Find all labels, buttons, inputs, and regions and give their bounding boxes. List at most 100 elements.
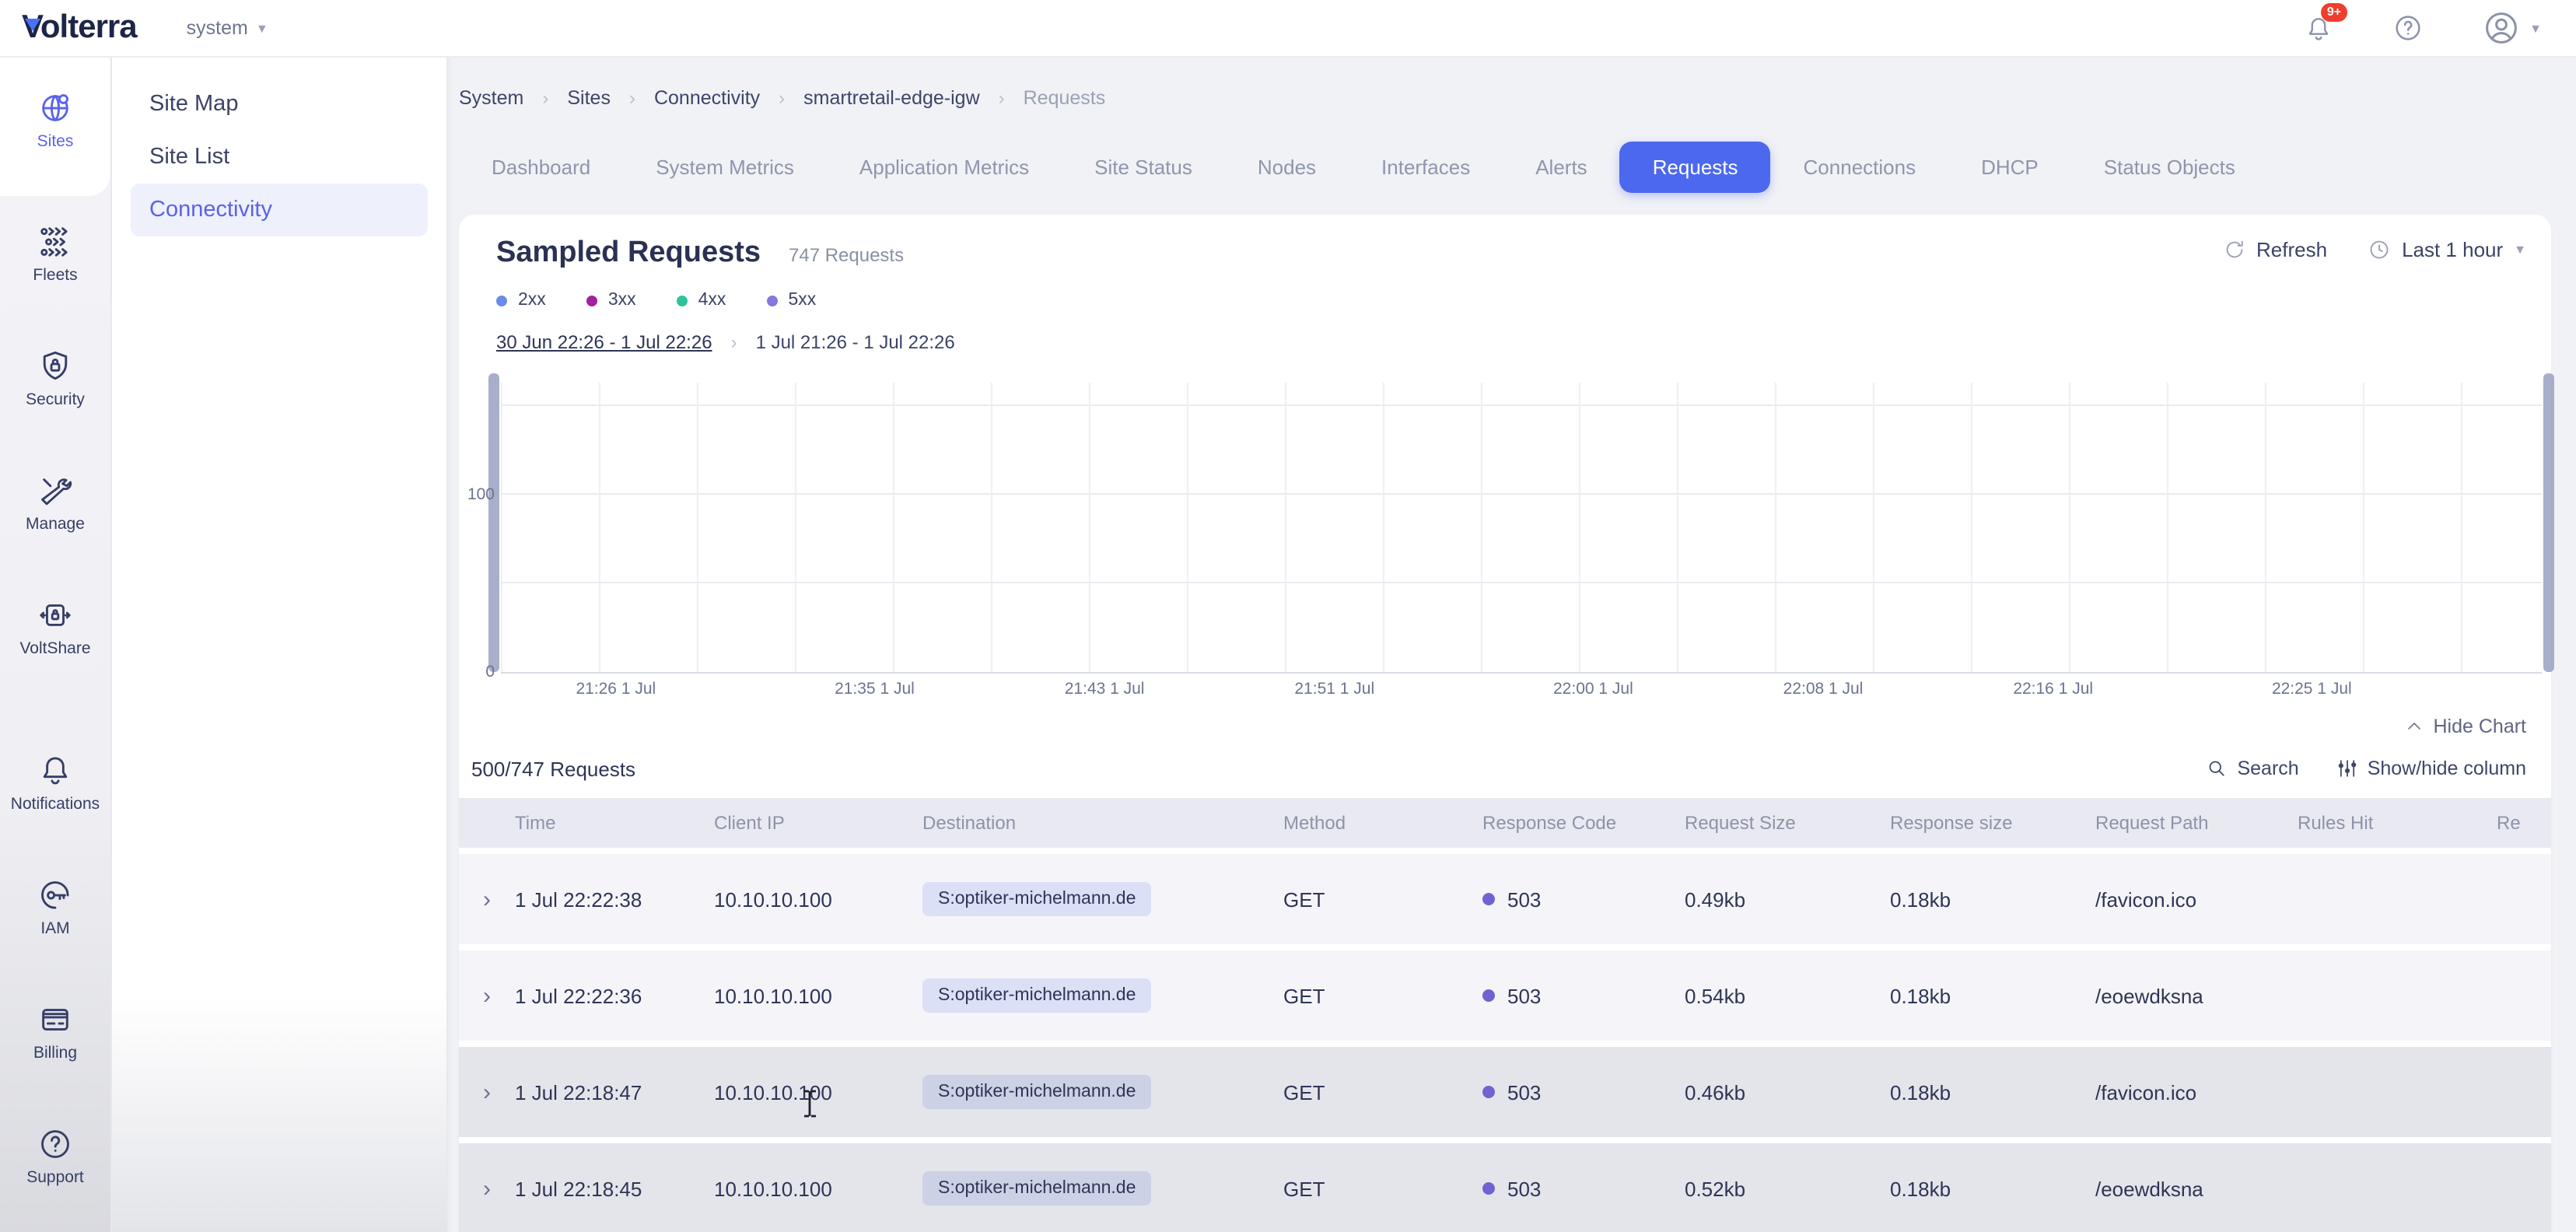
legend-label: 5xx [788,291,817,310]
sidebar-item-support[interactable]: Support [0,1126,110,1187]
sidebar-item-fleets[interactable]: Fleets [0,224,110,285]
sidebar-item-billing[interactable]: Billing [0,1002,110,1062]
column-header-response_code[interactable]: Response Code [1482,812,1617,834]
chart-pan-handle-right[interactable] [2543,373,2554,672]
current-range-label: 1 Jul 21:26 - 1 Jul 22:26 [755,331,955,353]
refresh-button[interactable]: Refresh [2222,238,2327,261]
expand-row-chevron[interactable]: › [483,982,491,1009]
cell-response_code: 503 [1482,1177,1685,1200]
column-header-response_size[interactable]: Response size [1890,812,2013,834]
sidebar-item-site-map[interactable]: Site Map [149,92,239,117]
column-header-method[interactable]: Method [1283,812,1346,834]
column-header-request_path[interactable]: Request Path [2095,812,2209,834]
cell-request_size: 0.52kb [1685,1177,1746,1200]
expand-row-chevron[interactable]: › [483,1175,491,1202]
response-code-value: 503 [1507,1080,1542,1104]
cell-client_ip: 10.10.10.100 [714,1177,832,1200]
sidebar-item-notifications[interactable]: Notifications [0,753,110,814]
chart-pan-handle-left[interactable] [488,373,499,672]
volterra-logo[interactable]: Volterra [22,9,138,45]
tenant-switcher[interactable]: system ▼ [186,17,268,39]
tab-dhcp[interactable]: DHCP [1981,155,2039,178]
show-hide-column-button[interactable]: Show/hide column [2336,758,2526,779]
cell-request_path: /eoewdksna [2095,984,2203,1007]
table-row[interactable]: › 1 Jul 22:18:47 10.10.10.100 S:optiker-mic… [459,1047,2551,1137]
user-menu[interactable]: ▼ [2483,9,2542,47]
tab-system-metrics[interactable]: System Metrics [656,155,794,178]
question-support-icon [41,1130,69,1158]
table-row[interactable]: › 1 Jul 22:22:36 10.10.10.100 S:optiker-mic… [459,950,2551,1041]
column-header-time[interactable]: Time [515,812,556,834]
tab-application-metrics[interactable]: Application Metrics [859,155,1030,178]
chart-legend: 2xx 3xx 4xx 5xx [496,289,2526,311]
column-header-destination[interactable]: Destination [922,812,1017,834]
chart-x-axis: 21:26 1 Jul 21:35 1 Jul 21:43 1 Jul 21:51 1… [501,674,2542,708]
cell-response_size: 0.18kb [1890,1080,1951,1104]
tab-dashboard[interactable]: Dashboard [492,155,591,178]
search-button[interactable]: Search [2206,758,2299,779]
sidebar-item-sites[interactable]: Sites [0,90,110,151]
legend-entry-3xx[interactable]: 3xx [586,291,636,310]
column-header-request_size[interactable]: Request Size [1685,812,1796,834]
legend-entry-5xx[interactable]: 5xx [766,291,816,310]
destination-badge: S:optiker-michelmann.de [922,978,1152,1013]
time-range-selector[interactable]: Last 1 hour ▼ [2368,238,2526,261]
tab-alerts[interactable]: Alerts [1535,155,1587,178]
tab-site-status[interactable]: Site Status [1094,155,1192,178]
table-row[interactable]: › 1 Jul 22:22:38 10.10.10.100 S:optiker-mic… [459,854,2551,944]
tab-status-objects[interactable]: Status Objects [2103,155,2235,178]
chevron-down-icon: ▼ [2514,243,2526,257]
cell-response_size: 0.18kb [1890,887,1951,911]
table-row[interactable]: › 1 Jul 22:18:45 10.10.10.100 S:optiker-mic… [459,1143,2551,1232]
column-header-client_ip[interactable]: Client IP [714,812,785,834]
tab-requests[interactable]: Requests [1619,141,1771,192]
expand-row-chevron[interactable]: › [483,1079,491,1105]
tab-nodes[interactable]: Nodes [1257,155,1317,178]
sidebar-item-security[interactable]: Security [0,348,110,409]
chart-title: Sampled Requests [496,236,761,269]
sidebar-item-site-list[interactable]: Site List [149,145,230,170]
requests-bar-chart[interactable]: 0 100 [467,373,2554,681]
expand-row-chevron[interactable]: › [483,886,491,912]
breadcrumb-item-requests: Requests [1023,87,1106,109]
breadcrumb-item-smartretail-edge-igw[interactable]: smartretail-edge-igw [803,87,980,109]
range-history-link[interactable]: 30 Jun 22:26 - 1 Jul 22:26 [496,331,712,353]
tab-connections[interactable]: Connections [1803,155,1916,178]
destination-badge: S:optiker-michelmann.de [922,1171,1152,1206]
legend-entry-2xx[interactable]: 2xx [496,291,546,310]
hide-chart-button[interactable]: Hide Chart [2406,711,2526,742]
avatar-icon [2486,12,2518,44]
sidebar-item-label: Support [26,1168,84,1187]
notification-count-badge: 9+ [2320,2,2348,21]
top-bar: Volterra system ▼ 9+ ▼ [0,0,2576,58]
breadcrumb-item-connectivity[interactable]: Connectivity [653,87,761,109]
cell-destination: S:optiker-michelmann.de [922,1171,1283,1206]
tab-interfaces[interactable]: Interfaces [1381,155,1471,178]
time-range-breadcrumb: 30 Jun 22:26 - 1 Jul 22:26 › 1 Jul 21:26… [496,330,2526,355]
sidebar-item-iam[interactable]: IAM [0,877,110,938]
sidebar-item-label: Security [26,390,85,409]
notifications-bell-button[interactable]: 9+ [2304,2,2348,43]
tab-bar: Dashboard System Metrics Application Metri… [459,137,2551,196]
ibeam-cursor [804,1090,816,1118]
sidebar-item-connectivity[interactable]: Connectivity [131,184,428,236]
chevron-up-icon [2408,723,2421,730]
cell-request_path: /favicon.ico [2095,887,2197,911]
breadcrumb-item-sites[interactable]: Sites [567,87,611,109]
table-summary: 500/747 Requests [471,757,636,780]
cell-response_code: 503 [1482,984,1685,1007]
legend-dot [586,295,597,306]
help-button[interactable] [2392,12,2424,44]
sidebar-item-voltshare[interactable]: VoltShare [0,597,110,658]
column-header-re[interactable]: Re [2497,812,2521,834]
column-header-rules_hit[interactable]: Rules Hit [2298,812,2374,834]
sidebar-item-manage[interactable]: Manage [0,473,110,534]
breadcrumb-item-system[interactable]: System [459,87,524,109]
response-code-value: 503 [1507,984,1542,1007]
legend-dot [496,295,507,306]
cell-destination: S:optiker-michelmann.de [922,978,1283,1013]
sidebar-item-label: Sites [37,132,74,151]
cell-method: GET [1283,1177,1325,1200]
legend-entry-4xx[interactable]: 4xx [676,291,726,310]
